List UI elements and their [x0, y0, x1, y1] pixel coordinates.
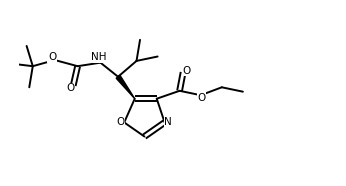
Text: O: O	[117, 117, 125, 127]
Text: O: O	[182, 66, 191, 76]
Text: O: O	[66, 83, 75, 93]
Polygon shape	[116, 75, 135, 99]
Text: NH: NH	[91, 52, 107, 62]
Text: N: N	[164, 117, 172, 127]
Text: O: O	[198, 93, 206, 103]
Text: O: O	[48, 52, 56, 62]
